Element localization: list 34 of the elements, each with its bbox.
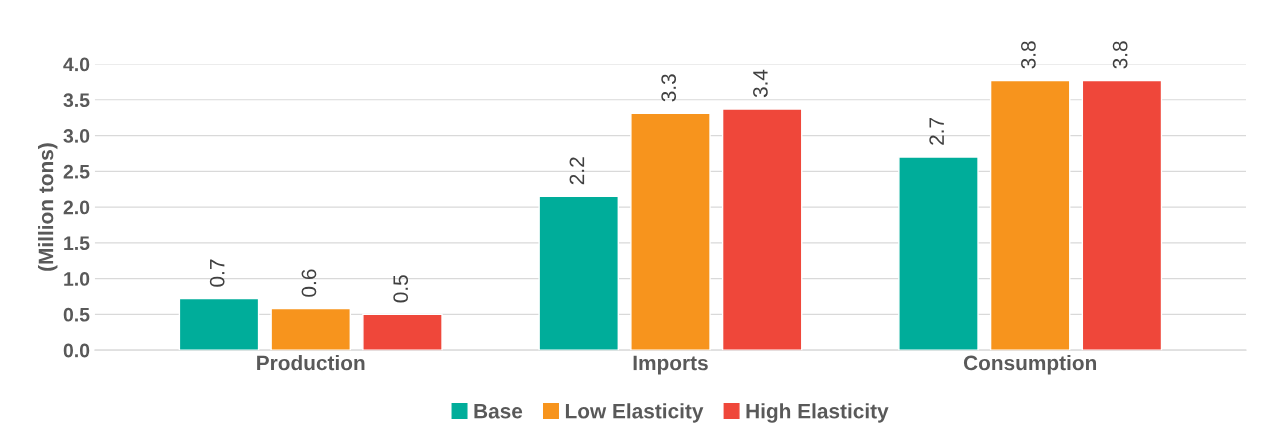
- x-tick-label: Production: [257, 355, 365, 371]
- legend-label: Low Elasticity: [565, 403, 704, 423]
- data-label: 3.3: [661, 74, 677, 102]
- data-label: 0.5: [393, 275, 409, 303]
- y-tick-label: 0.0: [63, 343, 90, 358]
- y-axis-title: (Million tons): [38, 143, 58, 271]
- data-label: 2.7: [929, 118, 944, 145]
- bar: [898, 156, 979, 351]
- bar: [1081, 79, 1163, 351]
- data-label: 0.6: [301, 269, 317, 297]
- y-tick-label: 4.0: [63, 57, 90, 72]
- y-tick-label: 3.0: [63, 129, 90, 143]
- data-label: 2.2: [569, 157, 585, 185]
- bar: [362, 313, 443, 351]
- legend-label: Base: [474, 403, 523, 419]
- y-tick-label: 2.0: [63, 200, 90, 215]
- bar: [538, 195, 619, 351]
- data-label: 3.8: [1112, 41, 1128, 69]
- legend-label: High Elasticity: [746, 403, 889, 423]
- y-tick-label: 0.5: [63, 307, 90, 322]
- y-tick-label: 1.5: [64, 236, 90, 251]
- y-tick-label: 3.5: [63, 93, 90, 108]
- bar: [630, 112, 711, 351]
- bar: [721, 108, 803, 351]
- bar: [989, 79, 1071, 351]
- data-label: 3.4: [753, 69, 768, 98]
- x-tick-label: Consumption: [963, 355, 1097, 375]
- bar: [178, 297, 260, 351]
- x-tick-label: Imports: [633, 355, 708, 375]
- y-tick-label: 2.5: [63, 164, 90, 179]
- y-tick-label: 1.0: [64, 272, 90, 286]
- data-label: 0.7: [209, 259, 225, 287]
- bar: [270, 307, 351, 351]
- data-label: 3.8: [1021, 41, 1036, 69]
